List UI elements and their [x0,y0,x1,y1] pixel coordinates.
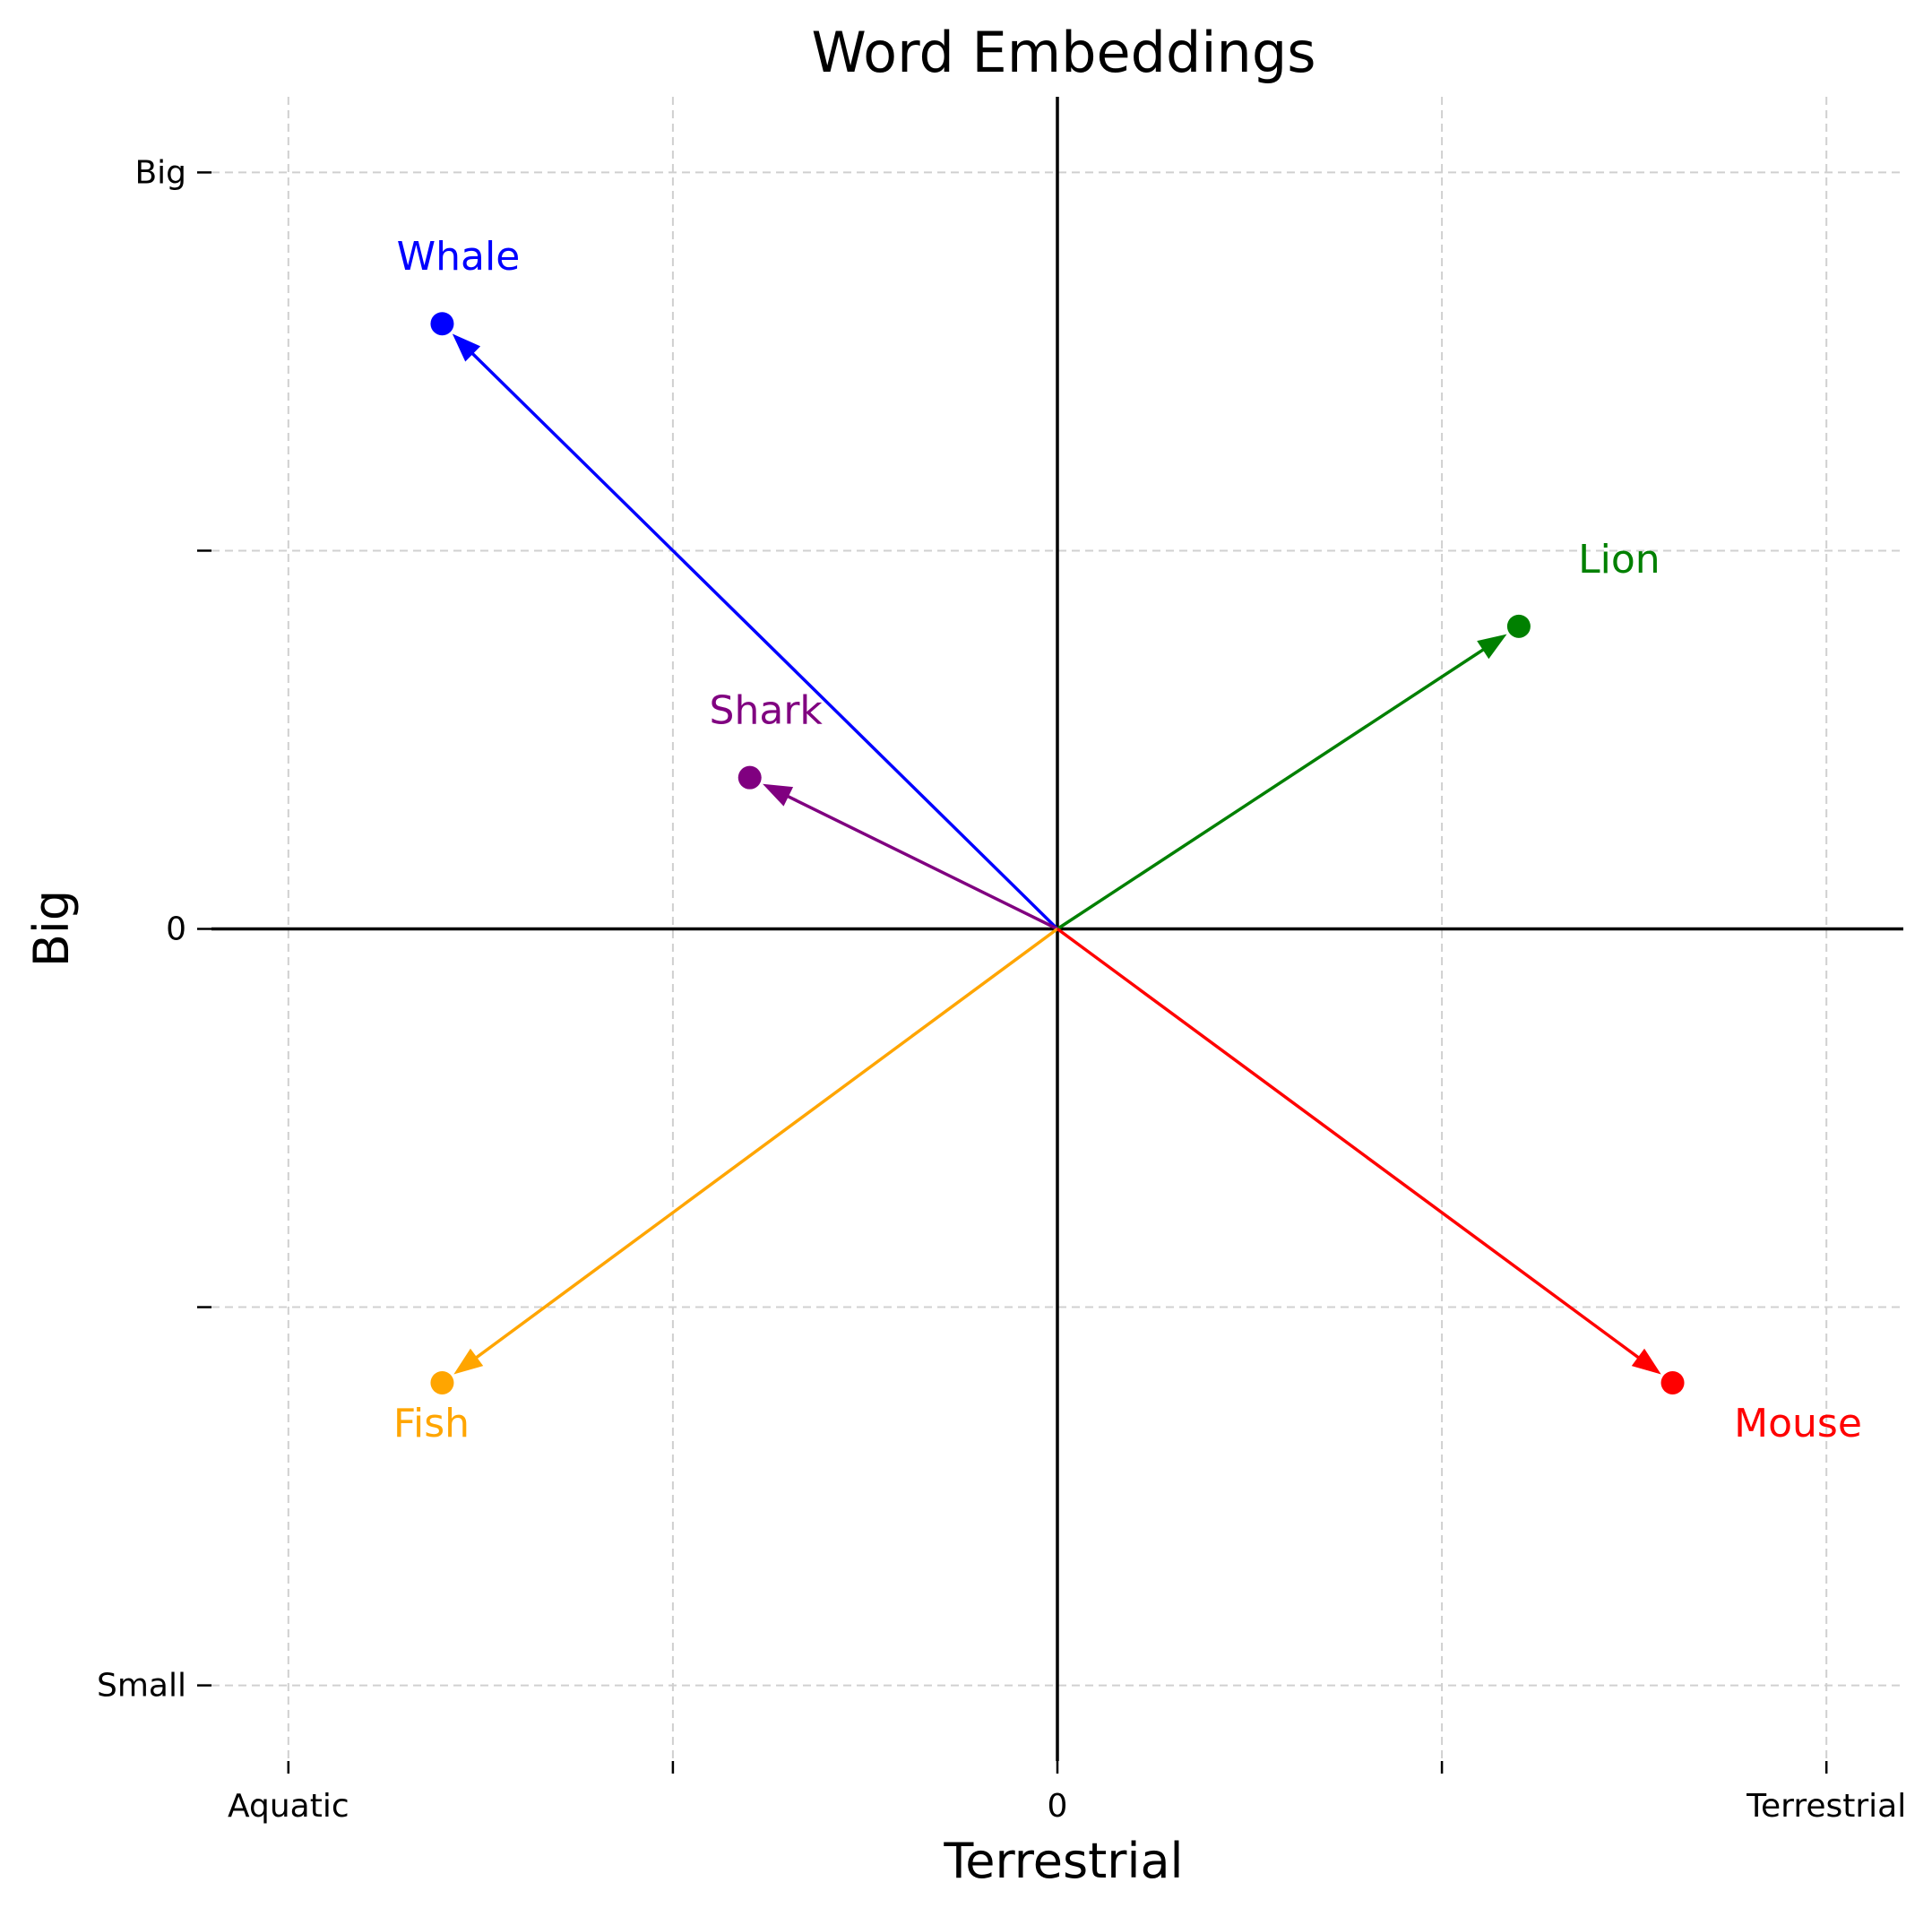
x-tick-label: Aquatic [228,1788,349,1825]
y-axis-title: Big [23,890,80,967]
vector-line-mouse [1056,928,1641,1360]
vector-arrowhead-whale [452,333,481,362]
vector-point-whale [430,312,454,336]
vector-lion: Lion [1057,537,1660,930]
vector-whale: Whale [397,234,1059,930]
vector-label-lion: Lion [1578,537,1660,583]
grid [211,97,1903,1761]
vector-fish: Fish [393,928,1059,1446]
vector-point-fish [430,1370,454,1394]
vector-arrowhead-mouse [1631,1348,1661,1375]
vector-line-whale [470,351,1059,930]
y-tick-label: Small [97,1668,186,1705]
vector-line-lion [1057,647,1486,930]
x-tick-label: Terrestrial [1746,1788,1906,1825]
vector-line-shark [786,794,1058,931]
y-tick-label: 0 [166,911,186,948]
vector-arrowhead-fish [453,1348,484,1375]
vector-line-fish [474,928,1059,1360]
vector-label-shark: Shark [710,688,824,734]
ticks: Aquatic 0 Terrestrial Small 0 Big [97,154,1906,1825]
vector-arrowhead-shark [763,783,794,807]
vector-label-whale: Whale [397,234,521,280]
vector-label-fish: Fish [393,1401,470,1446]
x-axis-title: Terrestrial [943,1833,1183,1889]
vector-point-lion [1506,614,1531,638]
chart-title: Word Embeddings [811,20,1315,85]
vector-label-mouse: Mouse [1734,1401,1862,1446]
x-tick-label: 0 [1048,1788,1068,1825]
vector-arrowhead-lion [1477,634,1507,660]
vector-point-mouse [1660,1370,1685,1394]
vector-mouse: Mouse [1056,928,1862,1446]
vector-shark: Shark [710,688,1058,931]
vector-point-shark [737,765,762,790]
y-tick-label: Big [134,154,186,191]
vectors: Whale Lion Shark Fish Mouse [393,234,1862,1446]
